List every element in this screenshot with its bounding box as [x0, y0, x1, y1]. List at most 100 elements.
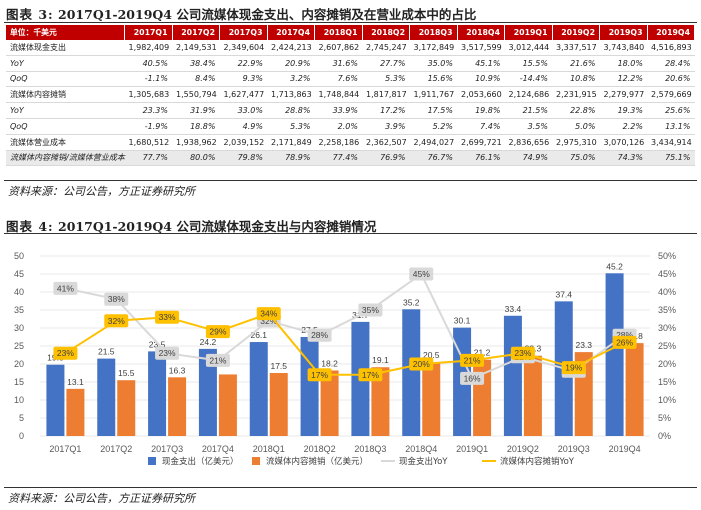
legend-label: 流媒体内容摊销YoY [500, 456, 575, 467]
table-row: YoY 40.5% 38.4% 22.9% 20.9% 31.6% 27.7% 35.0% 45… [6, 55, 695, 72]
line-data-label: 20% [413, 359, 430, 369]
table-cell: 4,516,893 [647, 40, 695, 56]
table-cell: 22.8% [552, 102, 600, 119]
bar-cash [46, 364, 65, 436]
right-tick-label: 30% [658, 323, 676, 333]
unit-header: 单位：千美元 [6, 25, 125, 40]
line-data-label: 23% [57, 348, 74, 358]
bar-amortization [269, 373, 288, 436]
figure-4-source: 资料来源：公司公告，方正证券研究所 [8, 492, 195, 505]
bar-amortization [320, 370, 339, 436]
table-cell: 8.4% [172, 71, 220, 88]
line-data-label: 29% [209, 327, 226, 337]
table-cell: 74.9% [504, 150, 552, 167]
table-cell: 19.3% [599, 102, 647, 119]
bar-amortization [422, 362, 441, 436]
table-cell: 2,579,669 [647, 86, 695, 104]
table-cell: -1.1% [124, 71, 172, 88]
x-tick-label: 2019Q3 [558, 444, 590, 454]
x-tick-label: 2018Q4 [405, 444, 437, 454]
line-data-label: 38% [108, 294, 125, 304]
line-data-label: 41% [57, 283, 74, 293]
table-cell: 31.6% [314, 55, 362, 72]
x-tick-label: 2019Q1 [456, 444, 488, 454]
table-cell: 15.6% [409, 71, 457, 88]
table-cell: 76.7% [409, 150, 457, 167]
bar-data-label: 30.1 [454, 316, 471, 326]
table-cell: 33.9% [314, 102, 362, 119]
table-cell: 20.6% [647, 71, 695, 88]
table-cell: 1,817,817 [362, 86, 410, 104]
quarter-header: 2018Q1 [314, 25, 363, 40]
table-cell: 3,337,517 [552, 40, 600, 56]
right-tick-label: 40% [658, 287, 676, 297]
line-label-bg [104, 292, 129, 306]
row-label: QoQ [6, 71, 125, 88]
table-cell: 2,745,247 [362, 40, 410, 56]
table-cell: 3,070,126 [599, 134, 647, 151]
table-cell: 79.8% [219, 150, 267, 167]
figure-4-label: 图表 4: [6, 219, 54, 234]
table-row: 流媒体营业成本 1,680,512 1,938,962 2,039,152 2,171,… [6, 134, 695, 151]
right-tick-label: 0% [658, 431, 671, 441]
quarter-header: 2018Q4 [457, 25, 505, 40]
line-data-label: 19% [565, 363, 582, 373]
table-cell: 2,349,604 [219, 40, 267, 56]
quarter-header: 2017Q1 [124, 25, 173, 40]
table-cell: 21.5% [504, 102, 552, 119]
x-tick-label: 2018Q3 [354, 444, 386, 454]
table-cell: 3.9% [362, 118, 410, 135]
right-tick-label: 20% [658, 359, 676, 369]
table-cell: 78.9% [267, 150, 315, 167]
bar-data-label: 33.4 [505, 304, 522, 314]
figure-4-title: 图表 4: 2017Q1-2019Q4 公司流媒体现金支出与内容摊销情况 [6, 216, 376, 235]
table-row: 流媒体内容摊销 1,305,683 1,550,794 1,627,477 1,713,… [6, 86, 695, 104]
table-cell: 2,424,213 [267, 40, 315, 56]
bar-data-label: 23.5 [149, 339, 166, 349]
table-cell: 7.6% [314, 71, 362, 88]
table-cell: 75.1% [647, 150, 695, 167]
right-tick-label: 15% [658, 377, 676, 387]
table-cell: 77.7% [124, 150, 172, 167]
table-cell: 2,124,686 [504, 86, 552, 104]
line-data-label: 35% [362, 305, 379, 315]
bar-cash [503, 315, 522, 436]
legend-label: 现金支出（亿美元） [162, 456, 239, 467]
table-cell: 5.0% [552, 118, 600, 135]
left-tick-label: 15 [14, 377, 24, 387]
left-tick-label: 30 [14, 323, 24, 333]
x-tick-label: 2019Q2 [507, 444, 539, 454]
bar-amortization [117, 380, 136, 436]
table-cell: 15.5% [504, 55, 552, 72]
bar-data-label: 21.5 [98, 347, 115, 357]
table-cell: 1,713,863 [267, 86, 315, 104]
line-data-label: 32% [260, 316, 277, 326]
x-tick-label: 2017Q4 [202, 444, 234, 454]
table-cell: 1,680,512 [124, 134, 172, 151]
table-cell: 45.1% [457, 55, 505, 72]
table-cell: 23.3% [124, 102, 172, 119]
bar-cash [300, 337, 319, 436]
right-tick-label: 45% [658, 269, 676, 279]
table-cell: 1,938,962 [172, 134, 220, 151]
table-cell: 5.3% [362, 71, 410, 88]
bar-data-label: 21.2 [474, 348, 491, 358]
table-cell: 2,836,656 [504, 134, 552, 151]
row-label: 流媒体现金支出 [6, 40, 125, 56]
left-tick-label: 40 [14, 287, 24, 297]
table-cell: 4.9% [219, 118, 267, 135]
table-cell: 7.4% [457, 118, 505, 135]
left-tick-label: 20 [14, 359, 24, 369]
bar-amortization [523, 355, 542, 436]
row-label: 流媒体内容摊销 [6, 86, 125, 104]
table-cell: 2,171,849 [267, 134, 315, 151]
table-cell: 2,258,186 [314, 134, 362, 151]
row-label: QoQ [6, 118, 125, 135]
table-cell: 2,607,862 [314, 40, 362, 56]
legend-swatch [148, 457, 156, 465]
table-cell: 38.4% [172, 55, 220, 72]
table-cell: 2,699,721 [457, 134, 505, 151]
quarter-header: 2019Q1 [504, 25, 553, 40]
legend-label: 流媒体内容摊销（亿美元） [266, 456, 368, 467]
table-cell: 1,911,767 [409, 86, 457, 104]
